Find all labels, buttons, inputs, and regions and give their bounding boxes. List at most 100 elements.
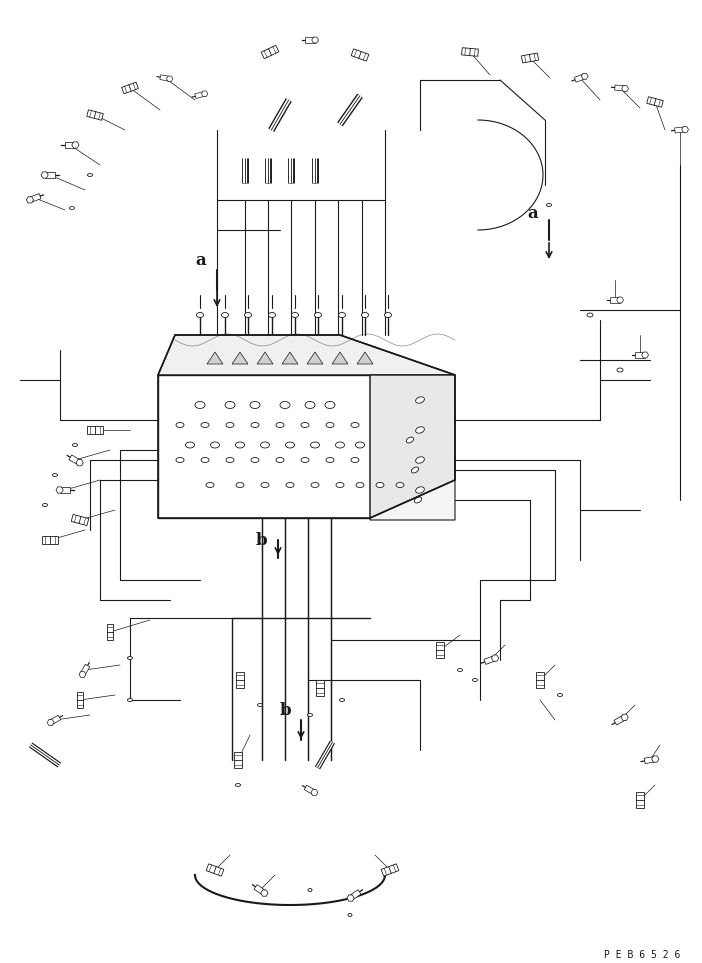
Polygon shape	[574, 74, 585, 82]
Polygon shape	[614, 715, 626, 725]
Ellipse shape	[411, 467, 418, 473]
Ellipse shape	[314, 313, 322, 318]
Polygon shape	[484, 656, 496, 664]
Ellipse shape	[261, 482, 269, 487]
Polygon shape	[370, 410, 455, 520]
Text: P E B 6 5 2 6: P E B 6 5 2 6	[604, 950, 680, 960]
Ellipse shape	[472, 679, 477, 682]
Polygon shape	[160, 75, 170, 81]
Polygon shape	[72, 142, 79, 148]
Ellipse shape	[305, 402, 315, 408]
Ellipse shape	[348, 914, 352, 917]
Polygon shape	[437, 642, 444, 658]
Polygon shape	[27, 196, 34, 203]
Ellipse shape	[251, 457, 259, 462]
Polygon shape	[357, 352, 373, 364]
Polygon shape	[166, 76, 173, 82]
Ellipse shape	[307, 714, 312, 716]
Ellipse shape	[385, 313, 392, 318]
Polygon shape	[261, 890, 268, 897]
Ellipse shape	[326, 423, 334, 428]
Polygon shape	[621, 715, 628, 720]
Polygon shape	[194, 91, 205, 98]
Ellipse shape	[340, 698, 345, 701]
Polygon shape	[107, 624, 114, 639]
Polygon shape	[462, 48, 478, 56]
Ellipse shape	[291, 313, 298, 318]
Ellipse shape	[43, 504, 48, 507]
Polygon shape	[304, 785, 316, 794]
Polygon shape	[42, 536, 58, 543]
Ellipse shape	[308, 889, 312, 892]
Polygon shape	[201, 91, 208, 96]
Polygon shape	[644, 756, 656, 764]
Polygon shape	[261, 45, 279, 59]
Ellipse shape	[222, 313, 228, 318]
Polygon shape	[121, 82, 138, 93]
Ellipse shape	[376, 482, 384, 487]
Polygon shape	[351, 49, 369, 62]
Polygon shape	[622, 86, 628, 91]
Ellipse shape	[416, 486, 424, 493]
Ellipse shape	[176, 457, 184, 462]
Polygon shape	[682, 126, 689, 133]
Ellipse shape	[201, 457, 209, 462]
Polygon shape	[347, 895, 355, 901]
Polygon shape	[610, 298, 620, 302]
Polygon shape	[332, 352, 348, 364]
Polygon shape	[647, 96, 663, 107]
Ellipse shape	[206, 482, 214, 487]
Ellipse shape	[351, 423, 359, 428]
Ellipse shape	[416, 397, 424, 403]
Polygon shape	[257, 352, 273, 364]
Ellipse shape	[351, 457, 359, 462]
Polygon shape	[87, 110, 103, 120]
Polygon shape	[305, 38, 315, 42]
Polygon shape	[522, 53, 538, 63]
Ellipse shape	[244, 313, 251, 318]
Ellipse shape	[336, 442, 345, 448]
Polygon shape	[234, 752, 241, 768]
Ellipse shape	[251, 423, 259, 428]
Ellipse shape	[356, 482, 364, 487]
Polygon shape	[642, 352, 649, 358]
Polygon shape	[237, 672, 244, 689]
Ellipse shape	[286, 442, 295, 448]
Polygon shape	[76, 459, 84, 466]
Ellipse shape	[128, 698, 133, 701]
Ellipse shape	[414, 497, 422, 503]
Polygon shape	[41, 171, 48, 178]
Polygon shape	[651, 756, 659, 762]
Polygon shape	[45, 172, 55, 178]
Polygon shape	[635, 352, 645, 357]
Ellipse shape	[195, 402, 205, 408]
Polygon shape	[29, 194, 41, 202]
Polygon shape	[232, 352, 248, 364]
Polygon shape	[79, 671, 86, 677]
Polygon shape	[349, 890, 361, 900]
Text: b: b	[256, 532, 267, 549]
Text: a: a	[527, 205, 538, 222]
Ellipse shape	[268, 313, 275, 318]
Ellipse shape	[225, 402, 235, 408]
Polygon shape	[80, 664, 90, 676]
Polygon shape	[69, 455, 81, 465]
Polygon shape	[206, 864, 224, 876]
Ellipse shape	[226, 423, 234, 428]
Ellipse shape	[406, 437, 413, 443]
Ellipse shape	[72, 444, 77, 447]
Polygon shape	[311, 790, 318, 795]
Ellipse shape	[211, 442, 220, 448]
Polygon shape	[637, 792, 644, 808]
Ellipse shape	[416, 456, 424, 463]
Ellipse shape	[258, 704, 263, 707]
Polygon shape	[60, 487, 70, 493]
Polygon shape	[370, 375, 455, 518]
Ellipse shape	[176, 423, 184, 428]
Polygon shape	[381, 864, 399, 876]
Ellipse shape	[355, 442, 364, 448]
Ellipse shape	[458, 668, 463, 671]
Ellipse shape	[276, 423, 284, 428]
Polygon shape	[158, 375, 370, 518]
Ellipse shape	[128, 657, 133, 660]
